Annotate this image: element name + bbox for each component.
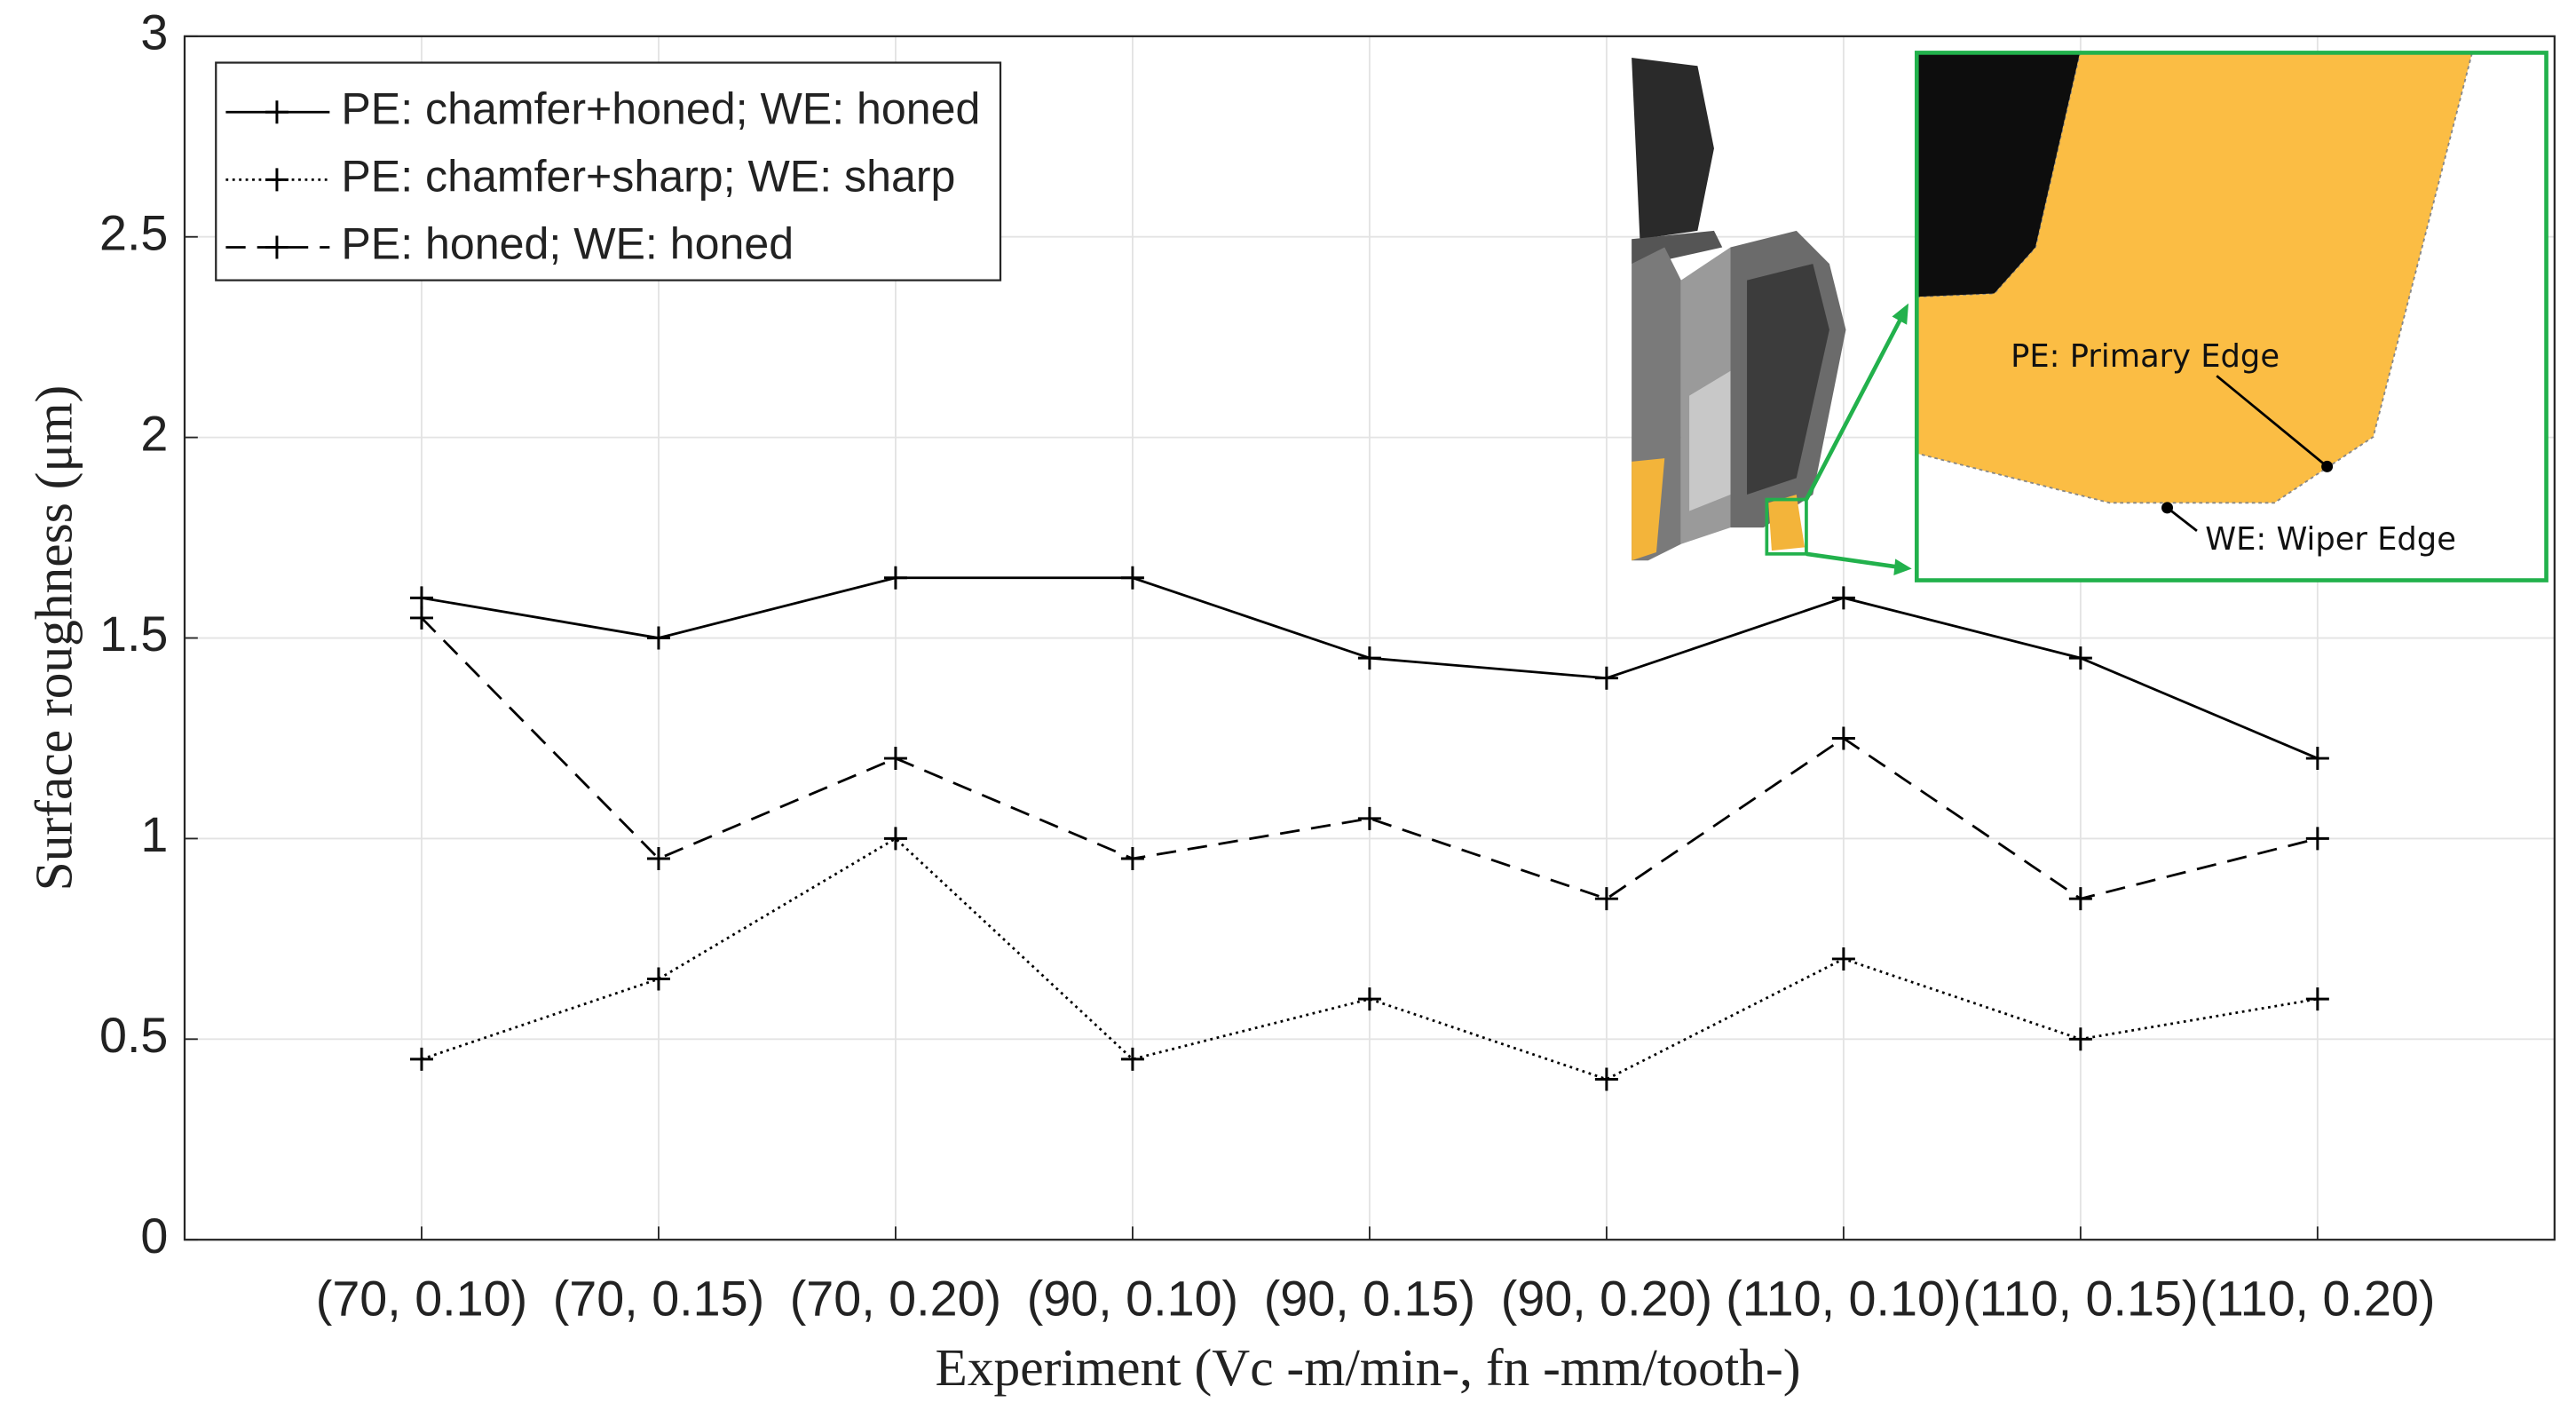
marker — [1120, 566, 1144, 590]
x-axis-label: Experiment (Vc -m/min-, fn -mm/tooth-) — [936, 1338, 1801, 1397]
plot-area: 0 0.5 1 1.5 2 2.5 3 (70, 0.10) (70, 0.15) (70, 0.… — [99, 5, 2435, 1327]
marker — [2068, 646, 2092, 670]
x-tick-label: (90, 0.20) — [1501, 1271, 1712, 1326]
marker — [2305, 827, 2329, 851]
marker — [1594, 1067, 1618, 1091]
marker — [1831, 947, 1855, 970]
marker — [1357, 646, 1381, 670]
legend-label: PE: chamfer+sharp; WE: sharp — [341, 152, 955, 202]
marker — [2305, 747, 2329, 771]
marker — [409, 606, 433, 630]
marker — [883, 566, 907, 590]
series-line — [420, 616, 2319, 900]
x-tick-label: (70, 0.20) — [790, 1271, 1001, 1326]
tool-part — [1747, 264, 1829, 495]
edge-point — [2161, 502, 2174, 514]
y-axis-label: Surface roughness (μm) — [25, 385, 83, 891]
y-tick-label: 1.5 — [99, 606, 168, 662]
zoom-panel-frame — [1914, 51, 2548, 582]
zoom-arrow — [1804, 312, 1906, 501]
zoom-arrow — [1806, 551, 1900, 569]
x-tick-label: (110, 0.20) — [2200, 1271, 2435, 1326]
marker — [883, 827, 907, 851]
marker — [1594, 887, 1618, 911]
leader-line — [2216, 375, 2328, 468]
marker — [883, 747, 907, 771]
y-tick-label: 0.5 — [99, 1008, 168, 1063]
legend-marker — [265, 100, 288, 124]
y-tick-label: 2 — [140, 406, 168, 461]
marker — [1594, 666, 1618, 690]
marker — [409, 1047, 433, 1071]
annotation: WE: Wiper Edge — [2205, 521, 2456, 558]
legend-marker — [265, 235, 288, 259]
marker — [646, 626, 670, 650]
marker — [1357, 987, 1381, 1011]
legend-marker — [265, 168, 288, 192]
insert — [1768, 494, 1806, 551]
y-tick-label: 1 — [140, 807, 168, 862]
y-tick-label: 2.5 — [99, 205, 168, 260]
marker — [1357, 806, 1381, 830]
marker — [2305, 987, 2329, 1011]
marker — [1120, 847, 1144, 870]
marker — [646, 847, 670, 870]
legend-label: PE: chamfer+honed; WE: honed — [341, 83, 980, 133]
y-tick-label: 0 — [140, 1208, 168, 1264]
y-tick-label: 3 — [140, 5, 168, 60]
annotation: PE: Primary Edge — [2011, 338, 2280, 375]
marker — [1120, 1047, 1144, 1071]
legend-label: PE: honed; WE: honed — [341, 219, 794, 269]
x-tick-label: (110, 0.15) — [1963, 1271, 2198, 1326]
legend: PE: chamfer+honed; WE: honed PE: chamfer+… — [215, 61, 1002, 281]
leader-line — [2166, 506, 2198, 532]
marker — [1831, 726, 1855, 750]
edge-point — [2321, 460, 2334, 472]
arrow-head — [1893, 559, 1912, 575]
tool-part — [1689, 370, 1731, 511]
inset-illustration: PE: Primary Edge WE: Wiper Edge — [1632, 51, 2548, 582]
legend-box — [215, 61, 1002, 281]
tool-shadow — [1916, 52, 2081, 297]
tool-body — [1632, 57, 1714, 240]
arrow-head — [1892, 303, 1909, 325]
zoom-box — [1765, 497, 1808, 556]
x-tick-label: (90, 0.15) — [1264, 1271, 1475, 1326]
marker — [2068, 1027, 2092, 1051]
marker — [2068, 887, 2092, 911]
x-tick-label: (90, 0.10) — [1027, 1271, 1238, 1326]
marker — [1831, 586, 1855, 610]
x-tick-label: (110, 0.10) — [1726, 1271, 1961, 1326]
x-tick-label: (70, 0.15) — [553, 1271, 764, 1326]
marker — [409, 586, 433, 610]
marker — [646, 967, 670, 991]
insert — [1632, 458, 1665, 561]
x-tick-label: (70, 0.10) — [316, 1271, 527, 1326]
